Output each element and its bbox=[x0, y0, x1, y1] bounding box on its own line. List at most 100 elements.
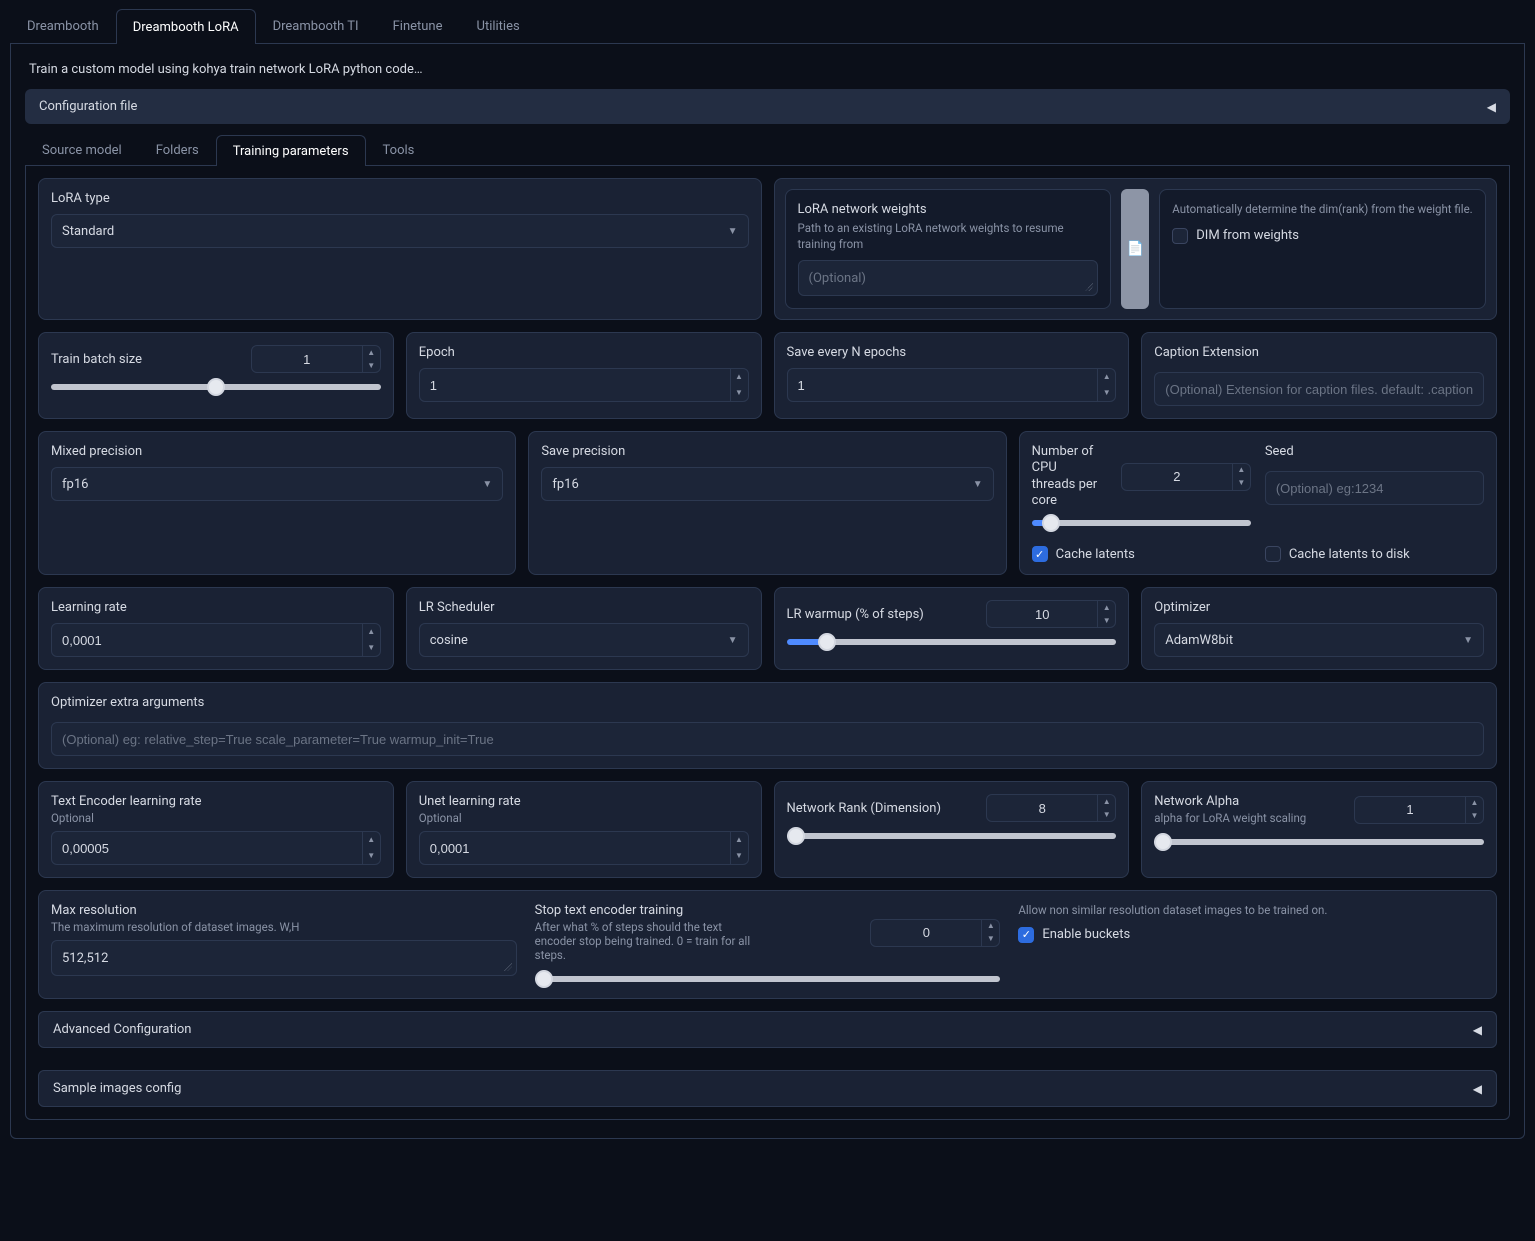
input-stop-te[interactable]: ▲▼ bbox=[870, 919, 1000, 947]
label-seed: Seed bbox=[1265, 444, 1484, 459]
checkbox-label: Enable buckets bbox=[1042, 927, 1130, 942]
input-unet-lr[interactable]: ▲▼ bbox=[419, 831, 749, 865]
card-caption-extension: Caption Extension bbox=[1141, 332, 1497, 419]
select-save-precision[interactable]: fp16 ▼ bbox=[541, 467, 993, 501]
select-value: fp16 bbox=[62, 477, 88, 492]
slider-lr-warmup[interactable] bbox=[787, 639, 1117, 645]
label-max-resolution: Max resolution bbox=[51, 903, 517, 918]
chevron-down-icon: ▼ bbox=[973, 479, 983, 490]
tab-dreambooth-lora[interactable]: Dreambooth LoRA bbox=[116, 9, 256, 44]
number-value[interactable] bbox=[252, 346, 362, 372]
number-spinner[interactable]: ▲▼ bbox=[730, 832, 748, 864]
input-te-lr[interactable]: ▲▼ bbox=[51, 831, 381, 865]
label-lr-warmup: LR warmup (% of steps) bbox=[787, 607, 924, 622]
input-cpu-threads[interactable]: ▲▼ bbox=[1121, 463, 1251, 491]
chevron-down-icon: ▼ bbox=[1463, 635, 1473, 646]
training-parameters-content: LoRA type Standard ▼ LoRA network weight… bbox=[25, 166, 1510, 1120]
select-value: cosine bbox=[430, 633, 468, 648]
accordion-title: Advanced Configuration bbox=[53, 1022, 191, 1037]
select-mixed-precision[interactable]: fp16 ▼ bbox=[51, 467, 503, 501]
checkbox-box bbox=[1172, 228, 1188, 244]
label-train-batch: Train batch size bbox=[51, 352, 142, 367]
input-network-weights[interactable]: (Optional) bbox=[798, 260, 1099, 296]
number-value[interactable] bbox=[420, 832, 730, 864]
select-lora-type[interactable]: Standard ▼ bbox=[51, 214, 749, 248]
number-value[interactable] bbox=[1355, 797, 1465, 823]
input-seed[interactable] bbox=[1265, 471, 1484, 505]
number-value[interactable] bbox=[987, 601, 1097, 627]
number-spinner[interactable]: ▲▼ bbox=[362, 624, 380, 656]
select-optimizer[interactable]: AdamW8bit ▼ bbox=[1154, 623, 1484, 657]
label-optimizer-extra: Optimizer extra arguments bbox=[51, 695, 1484, 710]
number-spinner[interactable]: ▲▼ bbox=[1097, 601, 1115, 627]
input-train-batch[interactable]: ▲▼ bbox=[251, 345, 381, 373]
number-spinner[interactable]: ▲▼ bbox=[1097, 795, 1115, 821]
number-spinner[interactable]: ▲▼ bbox=[981, 920, 999, 946]
number-spinner[interactable]: ▲▼ bbox=[730, 369, 748, 401]
tab-utilities[interactable]: Utilities bbox=[460, 8, 537, 43]
label-cpu-threads: Number of CPU threads per core bbox=[1032, 444, 1102, 509]
label-network-weights: LoRA network weights bbox=[798, 202, 1099, 217]
number-value[interactable] bbox=[52, 832, 362, 864]
slider-network-alpha[interactable] bbox=[1154, 839, 1484, 845]
subtab-folders[interactable]: Folders bbox=[139, 134, 216, 165]
label-network-rank: Network Rank (Dimension) bbox=[787, 801, 942, 816]
input-optimizer-extra[interactable] bbox=[51, 722, 1484, 756]
number-spinner[interactable]: ▲▼ bbox=[1097, 369, 1115, 401]
slider-cpu-threads[interactable] bbox=[1032, 520, 1251, 526]
accordion-configuration-file[interactable]: Configuration file ◀ bbox=[25, 89, 1510, 124]
file-browse-button[interactable]: 📄 bbox=[1121, 189, 1149, 309]
chevron-down-icon: ▼ bbox=[728, 635, 738, 646]
select-lr-scheduler[interactable]: cosine ▼ bbox=[419, 623, 749, 657]
number-value[interactable] bbox=[788, 369, 1098, 401]
slider-network-rank[interactable] bbox=[787, 833, 1117, 839]
document-icon: 📄 bbox=[1127, 241, 1144, 257]
tab-dreambooth[interactable]: Dreambooth bbox=[10, 8, 116, 43]
number-spinner[interactable]: ▲▼ bbox=[362, 832, 380, 864]
input-save-every-n[interactable]: ▲▼ bbox=[787, 368, 1117, 402]
card-train-batch-size: Train batch size ▲▼ bbox=[38, 332, 394, 419]
tab-dreambooth-ti[interactable]: Dreambooth TI bbox=[256, 8, 376, 43]
subtab-training-parameters[interactable]: Training parameters bbox=[216, 135, 366, 166]
checkbox-cache-latents[interactable]: ✓ Cache latents bbox=[1032, 546, 1251, 562]
number-spinner[interactable]: ▲▼ bbox=[362, 346, 380, 372]
slider-train-batch[interactable] bbox=[51, 384, 381, 390]
accordion-title: Sample images config bbox=[53, 1081, 181, 1096]
number-value[interactable] bbox=[1122, 464, 1232, 490]
input-caption-ext[interactable] bbox=[1154, 372, 1484, 406]
card-network-weights-group: LoRA network weights Path to an existing… bbox=[774, 178, 1498, 320]
checkbox-enable-buckets[interactable]: ✓ Enable buckets bbox=[1018, 927, 1484, 943]
subtab-source-model[interactable]: Source model bbox=[25, 134, 139, 165]
select-value: fp16 bbox=[552, 477, 578, 492]
accordion-sample-images-config[interactable]: Sample images config ◀ bbox=[38, 1070, 1497, 1107]
checkbox-dim-from-weights[interactable]: DIM from weights bbox=[1172, 228, 1473, 244]
input-network-rank[interactable]: ▲▼ bbox=[986, 794, 1116, 822]
accordion-advanced-configuration[interactable]: Advanced Configuration ◀ bbox=[38, 1011, 1497, 1048]
number-spinner[interactable]: ▲▼ bbox=[1232, 464, 1250, 490]
checkbox-label: Cache latents to disk bbox=[1289, 547, 1410, 562]
input-epoch[interactable]: ▲▼ bbox=[419, 368, 749, 402]
checkbox-box: ✓ bbox=[1032, 546, 1048, 562]
card-network-weights: LoRA network weights Path to an existing… bbox=[785, 189, 1112, 309]
number-value[interactable] bbox=[871, 920, 981, 946]
card-lr-warmup: LR warmup (% of steps) ▲▼ bbox=[774, 587, 1130, 670]
label-learning-rate: Learning rate bbox=[51, 600, 381, 615]
number-value[interactable] bbox=[420, 369, 730, 401]
input-lr-warmup[interactable]: ▲▼ bbox=[986, 600, 1116, 628]
subtab-tools[interactable]: Tools bbox=[366, 134, 432, 165]
main-panel: Train a custom model using kohya train n… bbox=[10, 44, 1525, 1139]
checkbox-cache-latents-disk[interactable]: Cache latents to disk bbox=[1265, 546, 1484, 562]
tab-finetune[interactable]: Finetune bbox=[376, 8, 460, 43]
number-value[interactable] bbox=[987, 795, 1097, 821]
number-value[interactable] bbox=[52, 624, 362, 656]
slider-stop-te[interactable] bbox=[535, 976, 1001, 982]
input-learning-rate[interactable]: ▲▼ bbox=[51, 623, 381, 657]
number-spinner[interactable]: ▲▼ bbox=[1465, 797, 1483, 823]
card-dim-from-weights: Automatically determine the dim(rank) fr… bbox=[1159, 189, 1486, 309]
input-max-resolution[interactable]: 512,512 bbox=[51, 940, 517, 976]
label-lora-type: LoRA type bbox=[51, 191, 749, 206]
input-network-alpha[interactable]: ▲▼ bbox=[1354, 796, 1484, 824]
page-subtitle: Train a custom model using kohya train n… bbox=[25, 58, 1510, 89]
card-threads-seed-cache: Number of CPU threads per core ▲▼ Seed bbox=[1019, 431, 1497, 575]
help-dim-from-weights: Automatically determine the dim(rank) fr… bbox=[1172, 202, 1473, 218]
